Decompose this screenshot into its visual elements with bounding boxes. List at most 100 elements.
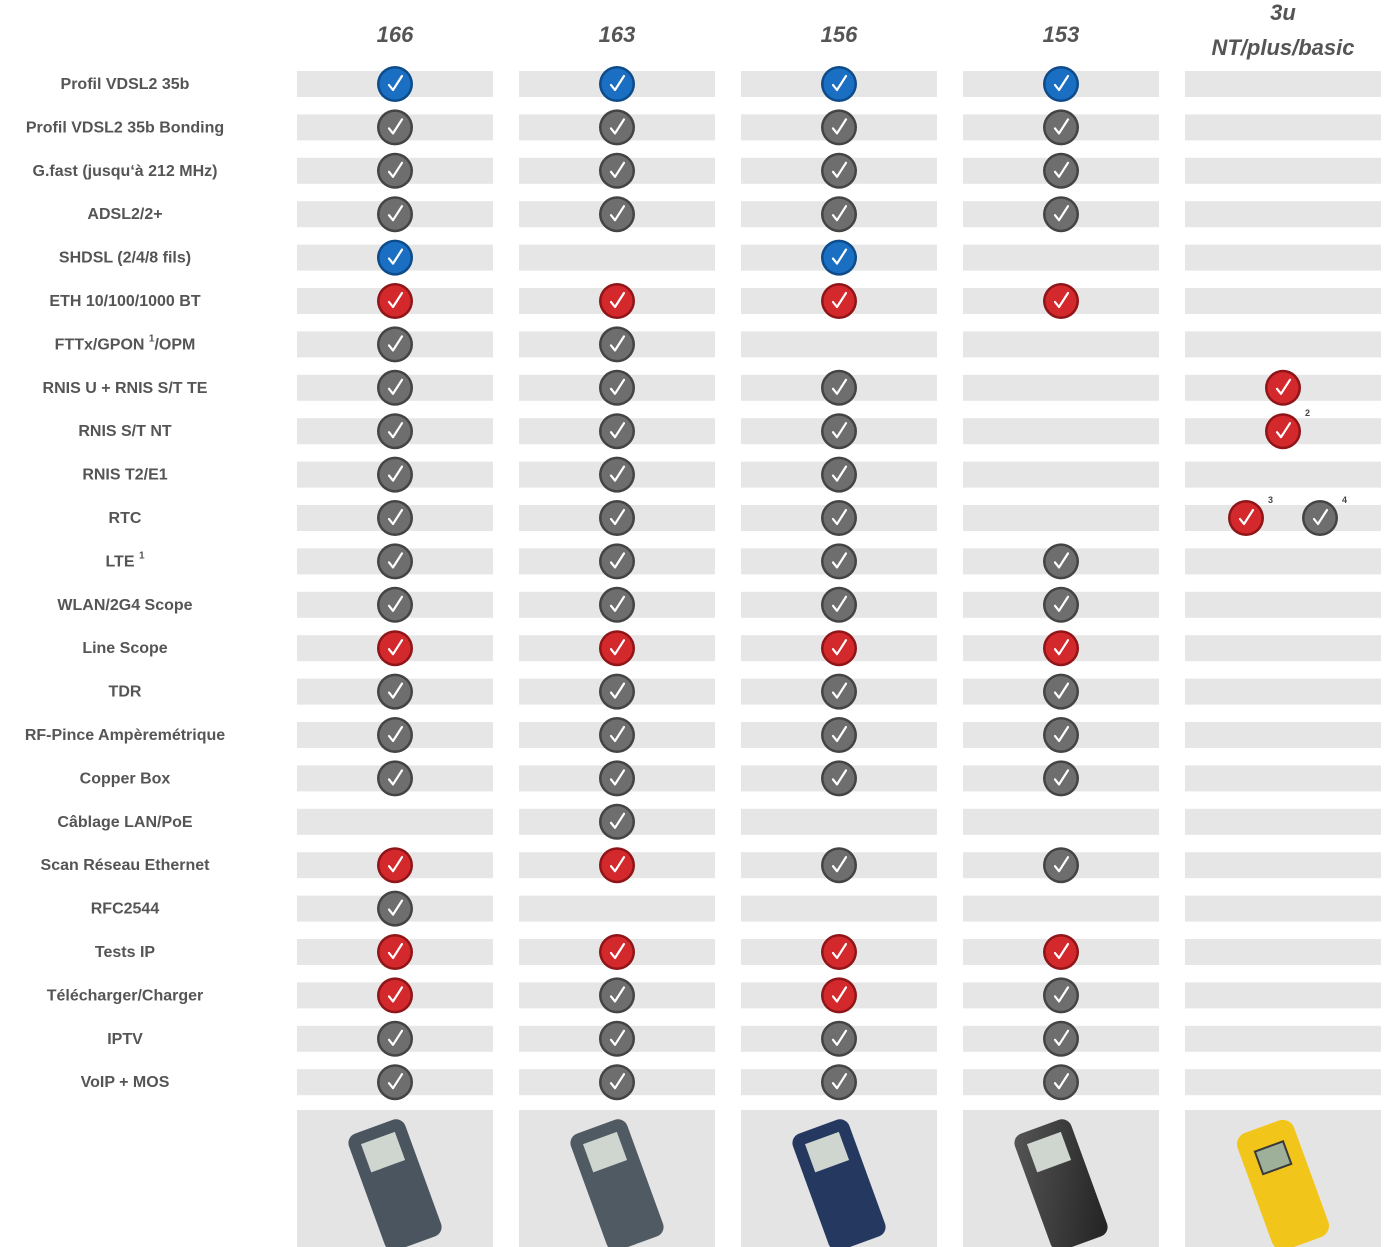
cell-bar — [519, 896, 715, 922]
label-text: RFC2544 — [91, 901, 160, 918]
check-circle-inner — [602, 546, 633, 577]
label-text: SHDSL (2/4/8 fils) — [59, 250, 191, 267]
cell-bar — [1185, 592, 1381, 618]
cell-bar — [1185, 809, 1381, 835]
label-text: RNIS S/T NT — [78, 423, 172, 440]
check-circle-inner — [1231, 503, 1262, 534]
check-circle-inner — [380, 199, 411, 230]
check-circle-inner — [1046, 286, 1077, 317]
check-mark — [377, 196, 413, 232]
check-circle-inner — [380, 676, 411, 707]
check-circle-inner — [824, 763, 855, 794]
check-mark — [1265, 413, 1301, 449]
check-mark — [821, 500, 857, 536]
check-circle-inner — [602, 372, 633, 403]
row-label: WLAN/2G4 Scope — [57, 597, 192, 614]
check-circle-inner — [602, 329, 633, 360]
check-circle-inner — [380, 850, 411, 881]
row-label: LTE 1 — [105, 550, 144, 571]
cell-bar — [1185, 635, 1381, 661]
check-circle-inner — [824, 633, 855, 664]
cell-bar — [963, 896, 1159, 922]
check-circle-inner — [380, 1067, 411, 1098]
check-circle-inner — [824, 1023, 855, 1054]
check-mark — [377, 543, 413, 579]
cell-bar — [741, 331, 937, 357]
check-circle-inner — [380, 155, 411, 186]
check-mark — [1043, 109, 1079, 145]
check-circle-inner — [824, 155, 855, 186]
check-circle-inner — [602, 676, 633, 707]
check-mark — [821, 1021, 857, 1057]
check-mark — [1043, 630, 1079, 666]
check-circle-inner — [1046, 199, 1077, 230]
row-label: ETH 10/100/1000 BT — [49, 293, 200, 310]
footnote-mark: 4 — [1342, 495, 1347, 505]
column-header: 153 — [1043, 22, 1080, 47]
check-circle-inner — [824, 69, 855, 100]
check-circle-inner — [380, 589, 411, 620]
check-circle-inner — [824, 589, 855, 620]
cell-bar — [1185, 288, 1381, 314]
check-circle-inner — [602, 980, 633, 1011]
label-text: RF-Pince Ampèremétrique — [25, 727, 225, 744]
cell-bar — [1185, 114, 1381, 140]
check-circle-inner — [824, 372, 855, 403]
check-circle-inner — [380, 372, 411, 403]
device-images — [297, 1110, 1381, 1247]
row-label: RTC — [109, 510, 142, 527]
check-circle-inner — [1046, 112, 1077, 143]
check-mark — [599, 977, 635, 1013]
check-circle-inner — [1046, 850, 1077, 881]
check-circle-inner — [380, 329, 411, 360]
check-mark — [599, 500, 635, 536]
check-circle-inner — [602, 416, 633, 447]
row-label: Profil VDSL2 35b — [61, 76, 190, 93]
check-mark — [599, 934, 635, 970]
check-mark — [599, 674, 635, 710]
check-mark — [1043, 847, 1079, 883]
check-circle-inner — [1305, 503, 1336, 534]
cell-bar — [1185, 896, 1381, 922]
check-mark — [1043, 1064, 1079, 1100]
row-label: Scan Réseau Ethernet — [41, 857, 211, 874]
check-circle-inner — [1268, 416, 1299, 447]
check-mark — [377, 630, 413, 666]
check-circle-inner — [380, 1023, 411, 1054]
check-circle-inner — [1046, 69, 1077, 100]
label-text: ADSL2/2+ — [87, 206, 162, 223]
check-circle-inner — [380, 937, 411, 968]
check-mark — [599, 196, 635, 232]
check-circle-inner — [1046, 763, 1077, 794]
check-mark — [1043, 283, 1079, 319]
check-circle-inner — [380, 416, 411, 447]
label-text: Copper Box — [80, 771, 171, 788]
check-mark — [377, 717, 413, 753]
cell-bar — [519, 245, 715, 271]
check-mark — [377, 500, 413, 536]
check-mark — [1228, 500, 1264, 536]
check-mark — [377, 457, 413, 493]
check-mark — [377, 934, 413, 970]
check-circle-inner — [602, 589, 633, 620]
check-mark — [821, 760, 857, 796]
row-label: ADSL2/2+ — [87, 206, 162, 223]
label-text: Scan Réseau Ethernet — [41, 857, 211, 874]
check-mark — [599, 587, 635, 623]
cell-bar — [297, 809, 493, 835]
check-mark — [599, 153, 635, 189]
check-circle-inner — [602, 1067, 633, 1098]
label-text: WLAN/2G4 Scope — [57, 597, 192, 614]
cell-bar — [1185, 548, 1381, 574]
cell-bar — [1185, 158, 1381, 184]
check-mark — [599, 66, 635, 102]
check-circle-inner — [380, 546, 411, 577]
check-mark — [821, 413, 857, 449]
label-text: Profil VDSL2 35b Bonding — [26, 120, 224, 137]
cell-bar — [963, 375, 1159, 401]
check-circle-inner — [602, 112, 633, 143]
row-label: FTTx/GPON 1/OPM — [55, 333, 196, 354]
check-mark — [821, 587, 857, 623]
column-header: 156 — [821, 22, 858, 47]
label-text: Profil VDSL2 35b — [61, 76, 190, 93]
